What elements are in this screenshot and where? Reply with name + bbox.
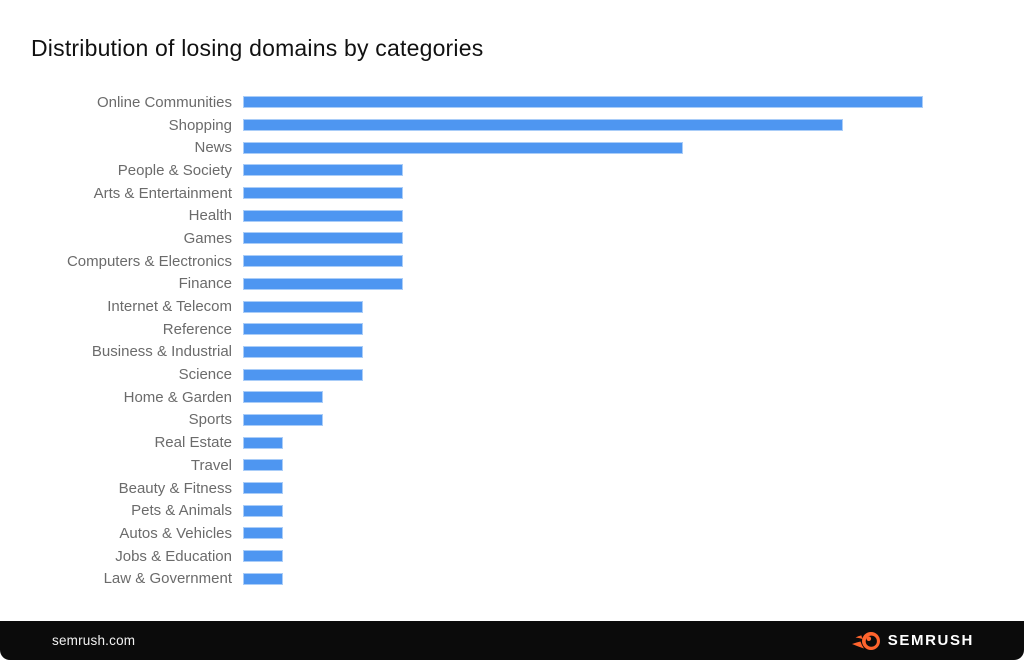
- bar: [243, 323, 363, 336]
- category-label: Real Estate: [154, 434, 232, 452]
- bar: [243, 527, 283, 540]
- category-label: Finance: [178, 275, 232, 293]
- semrush-flame-icon: [851, 631, 880, 650]
- bar: [243, 209, 403, 222]
- bar-row: Science: [0, 363, 1024, 386]
- category-label: Online Communities: [96, 93, 232, 111]
- bar-row: Business & Industrial: [0, 341, 1024, 364]
- category-label: Beauty & Fitness: [118, 479, 232, 497]
- bar-row: Autos & Vehicles: [0, 522, 1024, 545]
- bar-row: Law & Government: [0, 567, 1024, 590]
- bar-row: Online Communities: [0, 91, 1024, 114]
- category-label: People & Society: [117, 161, 232, 179]
- footer-bar: semrush.com SEMRUSH: [0, 621, 1024, 660]
- bar: [243, 413, 323, 426]
- bar: [243, 345, 363, 358]
- bar-row: Sports: [0, 409, 1024, 432]
- category-label: Shopping: [168, 116, 232, 134]
- bar: [243, 436, 283, 449]
- category-label: Science: [178, 366, 232, 384]
- category-label: Pets & Animals: [131, 502, 232, 520]
- bar-row: Pets & Animals: [0, 499, 1024, 522]
- category-label: Law & Government: [103, 570, 232, 588]
- bar: [243, 277, 403, 290]
- category-label: Business & Industrial: [91, 343, 232, 361]
- bar: [243, 164, 403, 177]
- bar-row: Internet & Telecom: [0, 295, 1024, 318]
- bar: [243, 459, 283, 472]
- bar-row: Health: [0, 204, 1024, 227]
- category-label: Sports: [188, 411, 232, 429]
- bar-row: Beauty & Fitness: [0, 477, 1024, 500]
- chart-title: Distribution of losing domains by catego…: [31, 35, 484, 61]
- category-label: Home & Garden: [123, 388, 232, 406]
- bar: [243, 391, 323, 404]
- bar-row: Arts & Entertainment: [0, 182, 1024, 205]
- bar-row: Finance: [0, 273, 1024, 296]
- semrush-logo: SEMRUSH: [851, 630, 974, 652]
- category-label: Autos & Vehicles: [119, 524, 232, 542]
- bar: [243, 141, 683, 154]
- bar-row: People & Society: [0, 159, 1024, 182]
- category-label: Travel: [190, 456, 232, 474]
- category-label: Internet & Telecom: [107, 298, 232, 316]
- bar-row: News: [0, 136, 1024, 159]
- category-label: Jobs & Education: [115, 547, 232, 565]
- category-label: Reference: [162, 320, 232, 338]
- bar-row: Computers & Electronics: [0, 250, 1024, 273]
- bar-row: Shopping: [0, 114, 1024, 137]
- bar: [243, 96, 923, 109]
- category-label: News: [194, 139, 232, 157]
- bar: [243, 550, 283, 563]
- brand-name: SEMRUSH: [887, 632, 974, 649]
- category-label: Health: [188, 207, 232, 225]
- bar-row: Real Estate: [0, 431, 1024, 454]
- bar: [243, 232, 403, 245]
- category-label: Arts & Entertainment: [93, 184, 232, 202]
- bar: [243, 300, 363, 313]
- category-label: Computers & Electronics: [66, 252, 232, 270]
- bar: [243, 368, 363, 381]
- bar: [243, 572, 283, 585]
- bar-row: Home & Garden: [0, 386, 1024, 409]
- bar: [243, 504, 283, 517]
- bar-row: Jobs & Education: [0, 545, 1024, 568]
- bar-chart: Online Communities Shopping News People & S…: [0, 91, 1024, 590]
- bar-row: Travel: [0, 454, 1024, 477]
- bar: [243, 255, 403, 268]
- category-label: Games: [183, 229, 232, 247]
- bar: [243, 119, 843, 132]
- bar: [243, 482, 283, 495]
- bar: [243, 187, 403, 200]
- bar-row: Reference: [0, 318, 1024, 341]
- bar-row: Games: [0, 227, 1024, 250]
- site-url: semrush.com: [52, 633, 136, 648]
